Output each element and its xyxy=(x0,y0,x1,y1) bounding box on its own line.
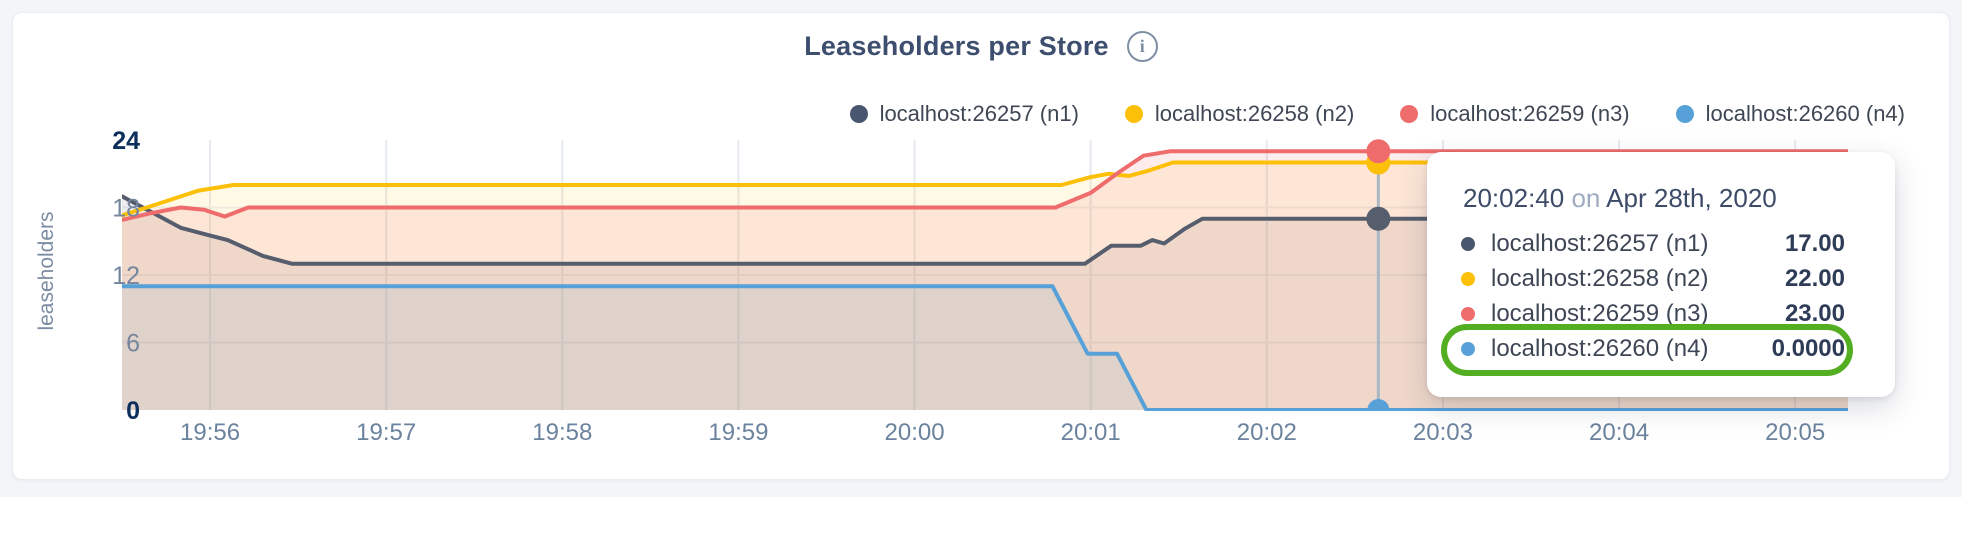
legend-item: localhost:26257 (n1) xyxy=(849,101,1079,127)
legend-label: localhost:26257 (n1) xyxy=(879,101,1079,126)
y-tick-label: 6 xyxy=(126,330,140,358)
legend-item: localhost:26260 (n4) xyxy=(1675,101,1905,127)
x-tick-label: 19:58 xyxy=(532,419,592,446)
x-tick-label: 20:05 xyxy=(1765,419,1825,446)
x-tick-label: 19:59 xyxy=(708,419,768,446)
tooltip-row: localhost:26260 (n4) 0.0000 xyxy=(1461,331,1845,366)
tooltip-preposition: on xyxy=(1571,183,1601,213)
legend: localhost:26257 (n1) localhost:26258 (n2)… xyxy=(849,101,1905,127)
x-tick-label: 20:04 xyxy=(1589,419,1649,446)
x-tick-label: 20:00 xyxy=(885,419,945,446)
tooltip-row: localhost:26257 (n1) 17.00 xyxy=(1461,226,1845,261)
tooltip-series-name: localhost:26259 (n3) xyxy=(1491,299,1709,327)
legend-label: localhost:26258 (n2) xyxy=(1154,101,1355,126)
tooltip-rows: localhost:26257 (n1) 17.00 localhost:26258… xyxy=(1461,226,1845,366)
series-dot-icon xyxy=(1461,306,1475,321)
legend-swatch xyxy=(849,105,868,123)
series-line xyxy=(122,149,1848,222)
tooltip-series-value: 22.00 xyxy=(1784,264,1845,292)
tooltip-series-value: 17.00 xyxy=(1784,229,1845,257)
tooltip-series-value: 23.00 xyxy=(1784,299,1845,327)
y-tick-label: 18 xyxy=(112,195,140,223)
hover-point xyxy=(1367,399,1390,411)
y-tick-label: 12 xyxy=(112,262,140,290)
chart-title: Leaseholders per Store xyxy=(804,31,1109,61)
hover-point xyxy=(1366,139,1391,164)
x-tick-label: 20:02 xyxy=(1237,419,1297,446)
hover-point xyxy=(1366,206,1391,231)
series-area xyxy=(122,151,1848,411)
tooltip-row: localhost:26259 (n3) 23.00 xyxy=(1461,296,1845,331)
legend-item: localhost:26258 (n2) xyxy=(1124,101,1355,127)
series-line xyxy=(122,284,1848,411)
x-tick-label: 19:57 xyxy=(356,419,416,446)
tooltip-series-name: localhost:26258 (n2) xyxy=(1491,264,1709,292)
series-line xyxy=(122,194,1848,266)
series-dot-icon xyxy=(1461,341,1475,356)
tooltip-series-value: 0.0000 xyxy=(1771,334,1845,362)
tooltip-date: Apr 28th, 2020 xyxy=(1606,183,1777,213)
x-tick-label: 20:01 xyxy=(1061,419,1121,446)
info-icon[interactable]: i xyxy=(1126,31,1158,62)
tooltip-time: 20:02:40 xyxy=(1463,183,1565,213)
x-tick-label: 19:56 xyxy=(180,419,240,446)
legend-swatch xyxy=(1124,105,1143,123)
tooltip-series-name: localhost:26257 (n1) xyxy=(1491,229,1709,257)
y-tick-label: 24 xyxy=(112,127,140,155)
series-dot-icon xyxy=(1461,236,1475,251)
series-area xyxy=(122,286,1848,410)
chart-header: Leaseholders per Store i xyxy=(0,31,1962,62)
tooltip-series-name: localhost:26260 (n4) xyxy=(1491,334,1709,362)
chart-tooltip: 20:02:40 on Apr 28th, 2020 localhost:262… xyxy=(1427,152,1895,397)
legend-swatch xyxy=(1400,105,1419,123)
legend-label: localhost:26260 (n4) xyxy=(1705,101,1905,126)
series-area xyxy=(122,196,1848,410)
legend-item: localhost:26259 (n3) xyxy=(1400,101,1630,127)
x-tick-label: 20:03 xyxy=(1413,419,1473,446)
legend-label: localhost:26259 (n3) xyxy=(1430,101,1630,126)
y-tick-label: 0 xyxy=(126,397,140,425)
tooltip-row: localhost:26258 (n2) 22.00 xyxy=(1461,261,1845,296)
tooltip-timestamp: 20:02:40 on Apr 28th, 2020 xyxy=(1463,180,1895,216)
series-line xyxy=(122,160,1848,218)
legend-swatch xyxy=(1675,105,1694,123)
series-dot-icon xyxy=(1461,271,1475,286)
